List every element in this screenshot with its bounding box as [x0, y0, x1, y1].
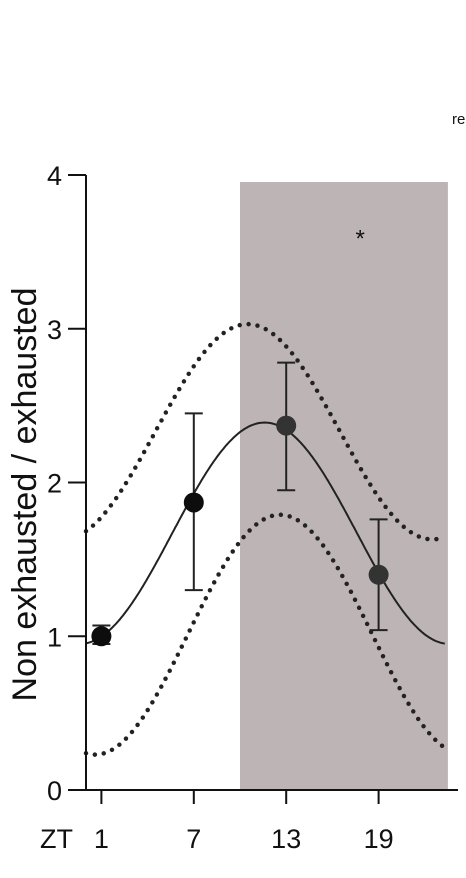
confidence-band-curve-1 [83, 321, 448, 542]
y-tick-label: 1 [47, 622, 62, 652]
dark-phase-shading-layer [240, 182, 448, 790]
fit-curves-layer [83, 321, 448, 757]
x-tick-label: 1 [94, 824, 109, 854]
data-point [276, 415, 297, 436]
x-tick-label: 13 [271, 824, 301, 854]
data-point [183, 492, 204, 513]
data-points-layer [91, 361, 389, 647]
x-tick-label: 19 [364, 824, 394, 854]
data-point [91, 626, 112, 647]
y-tick-label: 4 [47, 161, 62, 191]
confidence-band-curve-2 [83, 512, 448, 757]
x-axis-label: ZT [40, 824, 73, 854]
fit-curve [85, 421, 445, 645]
dark-phase-shading [240, 182, 448, 790]
significance-marker: * [355, 226, 364, 253]
axes [68, 174, 458, 804]
x-tick-label: 7 [186, 824, 201, 854]
data-point [368, 564, 389, 585]
y-tick-label: 3 [47, 315, 62, 345]
y-tick-label: 2 [47, 469, 62, 499]
labels-layer: 0 1 2 3 4 1 7 13 19 ZT Non exhausted / exhausted * [6, 161, 394, 854]
y-tick-label: 0 [47, 776, 62, 806]
corner-text: re [452, 111, 465, 128]
y-axis-title: Non exhausted / exhausted [6, 288, 44, 702]
